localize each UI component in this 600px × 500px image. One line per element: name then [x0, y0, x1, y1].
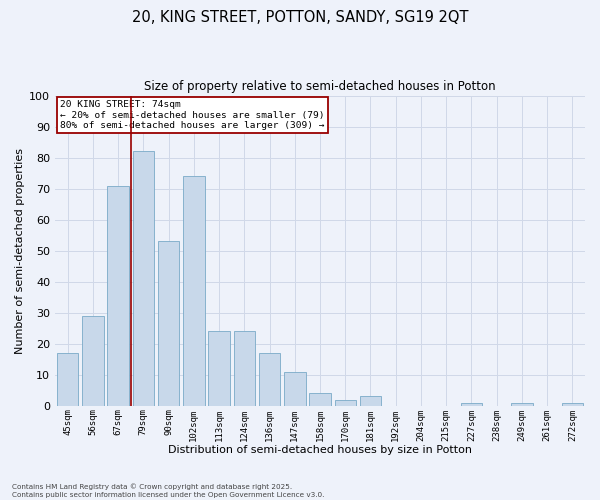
- Text: 20, KING STREET, POTTON, SANDY, SG19 2QT: 20, KING STREET, POTTON, SANDY, SG19 2QT: [132, 10, 468, 25]
- Bar: [284, 372, 305, 406]
- X-axis label: Distribution of semi-detached houses by size in Potton: Distribution of semi-detached houses by …: [168, 445, 472, 455]
- Bar: [335, 400, 356, 406]
- Text: Contains HM Land Registry data © Crown copyright and database right 2025.
Contai: Contains HM Land Registry data © Crown c…: [12, 484, 325, 498]
- Bar: [309, 394, 331, 406]
- Bar: [208, 332, 230, 406]
- Bar: [233, 332, 255, 406]
- Bar: [133, 152, 154, 406]
- Bar: [57, 353, 79, 406]
- Bar: [461, 402, 482, 406]
- Bar: [360, 396, 381, 406]
- Text: 20 KING STREET: 74sqm
← 20% of semi-detached houses are smaller (79)
80% of semi: 20 KING STREET: 74sqm ← 20% of semi-deta…: [61, 100, 325, 130]
- Bar: [158, 242, 179, 406]
- Bar: [183, 176, 205, 406]
- Y-axis label: Number of semi-detached properties: Number of semi-detached properties: [15, 148, 25, 354]
- Bar: [107, 186, 129, 406]
- Bar: [511, 402, 533, 406]
- Bar: [562, 402, 583, 406]
- Title: Size of property relative to semi-detached houses in Potton: Size of property relative to semi-detach…: [144, 80, 496, 93]
- Bar: [82, 316, 104, 406]
- Bar: [259, 353, 280, 406]
